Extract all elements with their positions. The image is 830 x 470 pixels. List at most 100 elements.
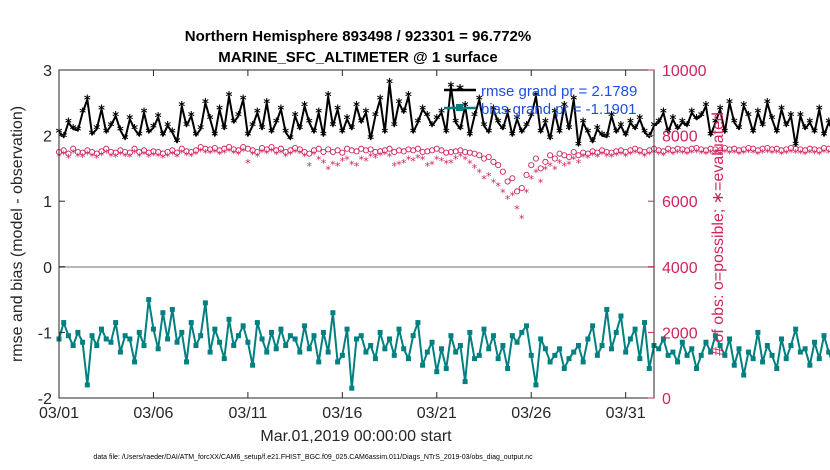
bias-point	[774, 365, 780, 371]
bias-point	[99, 326, 104, 332]
obs-evaluated-point: *	[207, 148, 213, 161]
bias-point	[684, 352, 690, 358]
obs-possible-point	[254, 148, 261, 156]
rmse-point: *	[193, 130, 200, 145]
x-tick-label: 03/26	[511, 405, 551, 422]
rmse-point: *	[584, 126, 591, 141]
bias-point	[528, 352, 534, 358]
obs-evaluated-point: *	[292, 146, 298, 159]
bias-point	[221, 356, 227, 362]
obs-evaluated-point: *	[590, 150, 596, 163]
obs-evaluated-point: *	[108, 150, 114, 163]
obs-evaluated-point: *	[798, 148, 804, 161]
rmse-point: *	[155, 111, 162, 126]
obs-evaluated-point: *	[137, 150, 143, 163]
obs-evaluated-point: *	[401, 157, 407, 170]
bias-point	[250, 362, 256, 368]
obs-evaluated-point: *	[746, 146, 752, 159]
rmse-point: *	[122, 133, 129, 148]
rmse-point: *	[367, 133, 374, 148]
rmse-point: *	[108, 120, 115, 135]
obs-evaluated-point: *	[623, 150, 629, 163]
rmse-point: *	[249, 120, 256, 135]
rmse-point: *	[821, 130, 828, 145]
y-left-tick-label: 0	[43, 260, 52, 277]
obs-possible-point	[542, 158, 549, 165]
bias-point	[642, 320, 648, 326]
bias-point	[278, 326, 284, 332]
obs-evaluated-point: *	[510, 190, 516, 203]
obs-possible-point	[277, 145, 284, 152]
obs-possible-point	[93, 150, 100, 157]
bias-point	[561, 365, 567, 371]
obs-evaluated-point: *	[547, 160, 553, 173]
bias-point	[306, 346, 312, 352]
obs-evaluated-point: *	[363, 155, 369, 168]
obs-possible-point	[504, 178, 511, 185]
rmse-point: *	[93, 123, 100, 138]
bias-point	[712, 333, 718, 339]
rmse-point: *	[688, 107, 695, 122]
y-left-tick-label: -2	[38, 391, 52, 408]
rmse-point: *	[325, 90, 332, 105]
obs-possible-point	[268, 144, 275, 151]
obs-evaluated-point: *	[533, 167, 539, 180]
obs-evaluated-point: *	[269, 145, 275, 158]
obs-evaluated-point: *	[604, 150, 610, 163]
rmse-point: *	[481, 120, 488, 135]
bias-point	[335, 359, 341, 365]
obs-evaluated-point: *	[462, 154, 468, 167]
rmse-point: *	[707, 130, 714, 145]
x-tick-label: 03/31	[606, 405, 646, 422]
rmse-point: *	[764, 97, 771, 112]
rmse-point: *	[103, 126, 110, 141]
rmse-point: *	[226, 90, 233, 105]
bias-point	[146, 297, 152, 303]
bias-point	[349, 385, 355, 391]
rmse-point: *	[669, 113, 676, 128]
obs-possible-point	[537, 165, 544, 172]
rmse-point: *	[523, 120, 530, 135]
obs-evaluated-point: *	[580, 151, 586, 164]
obs-evaluated-point: *	[552, 163, 558, 176]
rmse-point: *	[329, 120, 336, 135]
obs-possible-point	[485, 153, 492, 160]
obs-possible-point	[103, 145, 110, 152]
rmse-point: *	[499, 123, 506, 138]
rmse-point: *	[429, 120, 436, 135]
obs-evaluated-point: *	[439, 155, 445, 168]
rmse-point: *	[693, 113, 700, 128]
rmse-point: *	[89, 128, 96, 143]
obs-evaluated-point: *	[368, 150, 374, 163]
rmse-point: *	[353, 100, 360, 115]
obs-evaluated-point: *	[103, 147, 109, 160]
rmse-point: *	[580, 116, 587, 131]
obs-evaluated-point: *	[495, 180, 501, 193]
rmse-point: *	[537, 126, 544, 141]
obs-evaluated-point: *	[188, 150, 194, 163]
x-tick-label: 03/01	[39, 405, 79, 422]
obs-evaluated-point: *	[514, 203, 520, 216]
obs-evaluated-point: *	[387, 150, 393, 163]
obs-possible-point	[528, 162, 535, 169]
obs-evaluated-point: *	[576, 157, 582, 170]
data-marks: * * * * * * * * * * * * * * * * * * * * * * * * * * * * * * * * * * * * * * * *…	[56, 77, 830, 391]
rmse-point: *	[457, 123, 464, 138]
obs-evaluated-point: *	[821, 146, 827, 159]
bias-point	[424, 349, 430, 355]
bias-point	[254, 320, 260, 326]
obs-evaluated-point: *	[727, 148, 733, 161]
obs-evaluated-point: *	[486, 170, 492, 183]
bias-point	[103, 336, 109, 342]
x-axis: 03/01 03/06 03/11 03/16 03/21 03/26 03/31	[39, 70, 646, 422]
obs-evaluated-point: *	[146, 151, 152, 164]
y-right-tick-label: 8000	[662, 129, 698, 146]
bias-point	[434, 369, 440, 375]
rmse-point: *	[268, 126, 275, 141]
obs-evaluated-point: *	[505, 193, 511, 206]
bias-point	[727, 336, 733, 342]
bias-point	[160, 310, 166, 316]
rmse-point: *	[717, 103, 724, 118]
rmse-point: *	[551, 107, 558, 122]
obs-evaluated-point: *	[618, 149, 624, 162]
